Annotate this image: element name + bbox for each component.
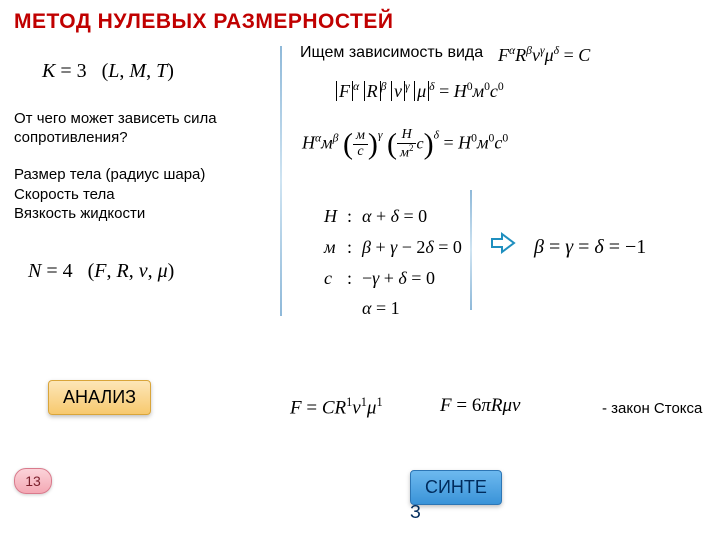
equation-k: K = 3 (L, M, T) bbox=[42, 60, 174, 83]
result-equation: β = γ = δ = −1 bbox=[534, 236, 646, 259]
vertical-divider-2 bbox=[470, 190, 472, 310]
page-number: 13 bbox=[14, 468, 52, 494]
page-title: МЕТОД НУЛЕВЫХ РАЗМЕРНОСТЕЙ bbox=[14, 10, 393, 34]
factor-3: Вязкость жидкости bbox=[14, 205, 145, 222]
stokes-label: - закон Стокса bbox=[602, 400, 702, 417]
factor-2: Скорость тела bbox=[14, 186, 115, 203]
analysis-badge: АНАЛИЗ bbox=[48, 380, 151, 415]
factors-list: Размер тела (радиус шара) Скорость тела … bbox=[14, 165, 205, 224]
seek-equation: FαRβvγμδ = C bbox=[498, 44, 590, 66]
seek-label: Ищем зависимость вида bbox=[300, 44, 483, 62]
arrow-right-icon bbox=[490, 232, 510, 252]
equation-n: N = 4 (F, R, v, μ) bbox=[28, 260, 174, 283]
synthesis-badge: СИНТЕ bbox=[410, 470, 502, 505]
vertical-divider-1 bbox=[280, 46, 282, 316]
system-equations: H:α + δ = 0 м:β + γ − 2δ = 0 c:−γ + δ = … bbox=[318, 200, 468, 325]
factor-1: Размер тела (радиус шара) bbox=[14, 166, 205, 183]
final-stokes: F = 6πRμv bbox=[440, 395, 520, 417]
question-text: От чего может зависеть сила сопротивлени… bbox=[14, 110, 259, 148]
synthesis-badge-line2: З bbox=[410, 502, 421, 523]
final-general: F = CR1v1μ1 bbox=[290, 395, 383, 419]
bracket-equation: Fα Rβ vγ μδ = H0м0c0 bbox=[336, 80, 504, 102]
expanded-equation: Hαмβ (мc)γ (Hм2c)δ = H0м0c0 bbox=[302, 128, 508, 161]
